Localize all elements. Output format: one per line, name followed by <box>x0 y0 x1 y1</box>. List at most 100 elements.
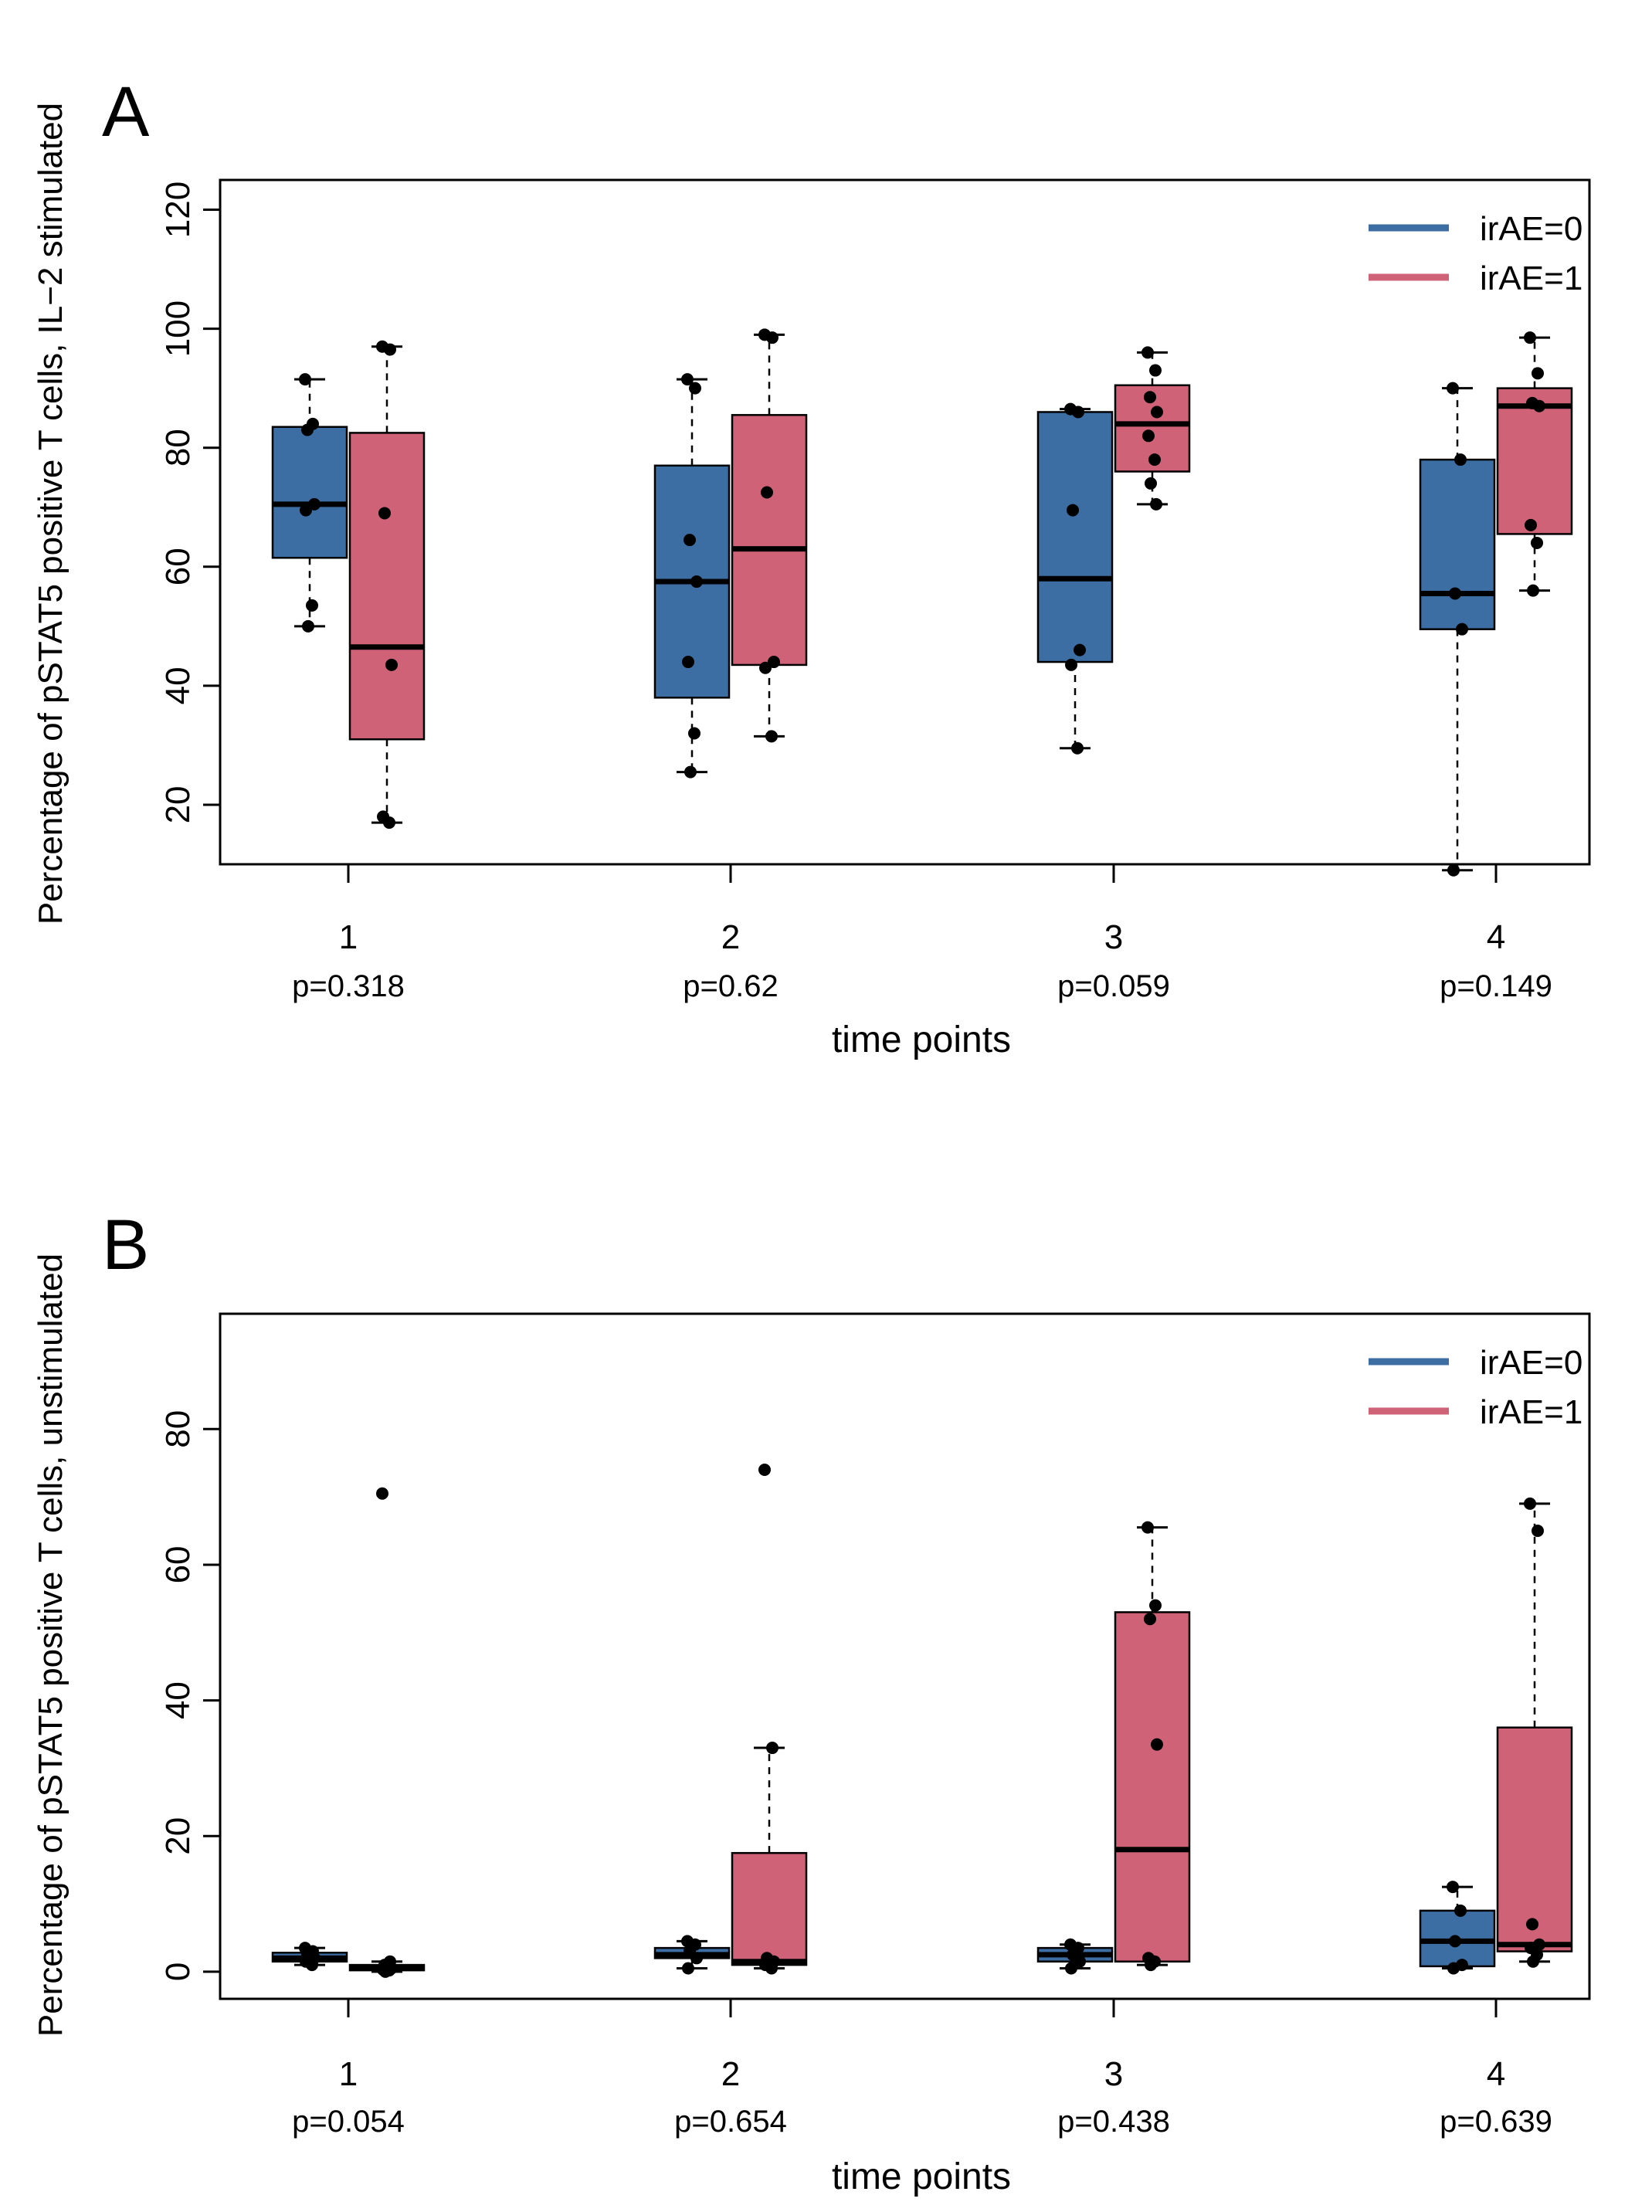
panel-a: A Percentage of pSTAT5 positive T cells,… <box>32 73 1591 1060</box>
panel-a-y-axis-label: Percentage of pSTAT5 positive T cells, I… <box>32 103 70 924</box>
box-irAE=1-time-2 <box>731 1463 808 1975</box>
data-point <box>1532 1525 1544 1538</box>
box-irAE=0-time-3 <box>1036 402 1114 755</box>
data-point <box>1449 587 1461 600</box>
box-irAE=1-time-1 <box>348 1487 426 1978</box>
data-point <box>684 534 696 547</box>
data-point <box>682 1962 694 1975</box>
data-point <box>1447 1962 1460 1975</box>
data-point <box>1456 623 1468 636</box>
box-irAE=1-time-3 <box>1114 346 1191 511</box>
data-point <box>684 765 697 779</box>
box-irAE=1-time-1 <box>348 340 426 830</box>
p-value-label: p=0.318 <box>292 969 405 1003</box>
data-point <box>1150 497 1162 511</box>
data-point <box>1447 382 1459 395</box>
data-point <box>1149 364 1162 377</box>
panel-b-y-axis: 0 20 40 60 80 <box>159 1410 222 1981</box>
data-point <box>1144 391 1156 404</box>
data-point <box>300 504 312 517</box>
panel-b-plot-area <box>271 1463 1573 1978</box>
p-value-label: p=0.654 <box>674 2105 787 2139</box>
panel-b-plot-frame <box>219 1312 1591 2000</box>
data-point <box>1454 453 1467 466</box>
p-value-label: p=0.62 <box>683 969 778 1003</box>
data-point <box>306 1959 318 1972</box>
data-point <box>689 382 701 395</box>
box-irAE=0-time-2 <box>653 1935 731 1975</box>
data-point <box>1525 518 1537 531</box>
panel-b-label: B <box>102 1206 149 1284</box>
y-tick-label: 20 <box>159 1817 197 1855</box>
data-point <box>1071 741 1084 755</box>
p-value-label: p=0.438 <box>1057 2105 1170 2139</box>
data-point <box>1142 429 1155 443</box>
data-point <box>1149 1599 1162 1612</box>
panel-b-y-axis-label: Percentage of pSTAT5 positive T cells, u… <box>32 1254 70 2037</box>
box-body <box>1496 387 1573 535</box>
y-tick-label: 100 <box>159 300 197 357</box>
y-tick-label: 80 <box>159 429 197 466</box>
data-point <box>761 486 773 499</box>
data-point <box>1527 584 1539 597</box>
box-irAE=1-time-3 <box>1114 1521 1191 1972</box>
data-point <box>1447 1881 1459 1894</box>
panel-b-legend: irAE=0 irAE=1 <box>1369 1344 1582 1431</box>
data-point <box>766 1742 779 1755</box>
data-point <box>376 1487 388 1500</box>
y-tick-label: 120 <box>159 182 197 238</box>
x-tick-label: 2 <box>721 918 740 956</box>
data-point <box>1151 1738 1163 1751</box>
data-point <box>1526 1918 1538 1931</box>
panel-b-x-axis: 1 p=0.054 2 p=0.654 3 p=0.438 4 p=0.639 <box>292 1997 1552 2139</box>
data-point <box>1148 453 1161 466</box>
x-tick-label: 3 <box>1104 2055 1123 2093</box>
y-tick-label: 60 <box>159 548 197 585</box>
data-point <box>1454 1904 1467 1917</box>
data-point <box>1145 1959 1157 1972</box>
legend-label-irae-0: irAE=0 <box>1480 1344 1582 1382</box>
legend-label-irae-1: irAE=1 <box>1480 1393 1582 1431</box>
p-value-label: p=0.059 <box>1057 969 1170 1003</box>
data-point <box>1449 1935 1461 1948</box>
box-irAE=0-time-3 <box>1036 1938 1114 1975</box>
data-point <box>302 619 314 633</box>
y-tick-label: 20 <box>159 785 197 823</box>
box-irAE=0-time-1 <box>271 373 348 633</box>
data-point <box>1524 331 1536 344</box>
data-point <box>759 661 772 674</box>
data-point <box>1533 399 1545 412</box>
x-tick-label: 2 <box>721 2055 740 2093</box>
x-tick-label: 4 <box>1487 918 1505 956</box>
data-point <box>1141 346 1154 359</box>
box-body <box>348 432 426 741</box>
data-point <box>688 727 700 740</box>
data-point <box>690 1952 703 1965</box>
data-point <box>385 658 398 671</box>
box-body <box>731 1851 808 1966</box>
p-value-label: p=0.639 <box>1440 2105 1552 2139</box>
data-point <box>1074 1955 1086 1968</box>
data-point <box>301 423 314 436</box>
data-point <box>1141 1521 1154 1534</box>
data-point <box>378 507 391 520</box>
data-point <box>306 599 318 612</box>
data-point <box>1447 863 1460 877</box>
data-point <box>1065 658 1077 671</box>
data-point <box>299 373 311 386</box>
panel-b: B Percentage of pSTAT5 positive T cells,… <box>32 1206 1591 2197</box>
data-point <box>379 1965 392 1978</box>
y-tick-label: 80 <box>159 1410 197 1448</box>
panel-a-x-axis: 1 p=0.318 2 p=0.62 3 p=0.059 4 p=0.149 <box>292 863 1552 1003</box>
p-value-label: p=0.054 <box>292 2105 405 2139</box>
p-value-label: p=0.149 <box>1440 969 1552 1003</box>
data-point <box>1065 1962 1077 1975</box>
panel-a-x-axis-label: time points <box>832 1019 1011 1060</box>
box-body <box>271 426 348 559</box>
data-point <box>1531 536 1543 549</box>
data-point <box>1072 405 1084 419</box>
box-irAE=0-time-4 <box>1419 1881 1496 1975</box>
x-tick-label: 1 <box>339 2055 358 2093</box>
box-body <box>1114 1611 1191 1963</box>
